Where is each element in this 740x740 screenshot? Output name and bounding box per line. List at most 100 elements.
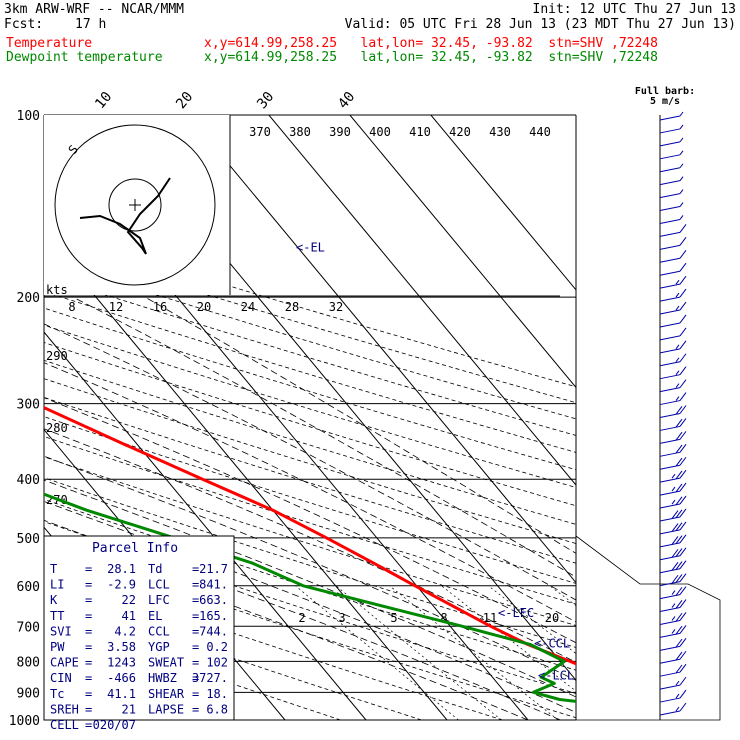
wind-barb <box>659 275 687 289</box>
parcel-key: LAPSE <box>148 702 184 716</box>
wind-barb <box>659 469 687 483</box>
parcel-key: SWEAT <box>148 656 184 670</box>
parcel-value: 165. <box>199 609 228 623</box>
parcel-value: -466 <box>107 671 136 685</box>
parcel-key: CELL <box>50 718 79 732</box>
pressure-tick-label: 600 <box>17 580 40 595</box>
wind-barb <box>659 392 687 406</box>
parcel-equals: = <box>192 656 199 670</box>
wind-barb <box>659 495 687 509</box>
isotherm-line <box>187 115 576 584</box>
hodograph-scale-label: 16 <box>153 300 167 314</box>
wind-barb <box>659 638 687 651</box>
theta-e-label: 290 <box>46 349 68 363</box>
dry-adiabat-line <box>44 396 576 564</box>
init-time: Init: 12 UTC Thu 27 Jun 13 <box>532 2 737 17</box>
dry-adiabat-line <box>44 307 576 471</box>
parcel-equals: = <box>85 640 92 654</box>
mixing-ratio-label: 3 <box>338 611 345 625</box>
valid-time: Valid: 05 UTC Fri 28 Jun 13 (23 MDT Thu … <box>344 17 736 32</box>
wind-barb <box>659 215 684 224</box>
wind-barb <box>659 612 687 625</box>
wind-barb <box>659 340 687 354</box>
isotherm-line <box>268 115 576 486</box>
theta-label: 390 <box>329 125 351 139</box>
pressure-tick-label: 300 <box>17 398 40 413</box>
parcel-equals: = <box>192 687 199 701</box>
parcel-value: 4.2 <box>114 624 136 638</box>
wind-barb <box>659 625 687 638</box>
wind-barb <box>659 586 687 600</box>
wind-barb <box>659 202 684 212</box>
forecast-hour-label: Fcst: <box>4 17 44 32</box>
wind-barb <box>659 702 687 716</box>
wind-barb <box>659 262 687 276</box>
hodograph-scale-label: 8 <box>68 300 75 314</box>
isotherm-line <box>349 115 576 389</box>
dry-adiabat-line <box>44 342 576 507</box>
mixing-ratio-line <box>335 585 502 720</box>
parcel-equals: = <box>85 656 92 670</box>
dry-adiabat-line <box>44 258 576 420</box>
parcel-equals: = <box>192 609 199 623</box>
parcel-equals: = <box>85 702 92 716</box>
parcel-equals: = <box>85 718 92 732</box>
parcel-equals: = <box>192 624 199 638</box>
wind-barb <box>659 379 687 393</box>
parcel-equals: = <box>192 562 199 576</box>
wind-barb <box>659 508 687 522</box>
dewpoint-legend-label: Dewpoint temperature <box>6 50 163 65</box>
hodograph-scale-label: 28 <box>285 300 299 314</box>
parcel-value: 663. <box>199 593 228 607</box>
wind-barb <box>659 418 687 431</box>
theta-label: 440 <box>529 125 551 139</box>
wind-barb <box>659 663 687 677</box>
theta-label: 430 <box>489 125 511 139</box>
wind-barb <box>659 137 684 147</box>
isotherm-label: 20 <box>173 89 196 112</box>
pressure-tick-label: 100 <box>17 109 40 124</box>
parcel-value: 6.8 <box>206 702 228 716</box>
wind-barb <box>659 327 687 341</box>
pressure-tick-label: 1000 <box>9 714 40 729</box>
parcel-equals: = <box>85 687 92 701</box>
barb-bracket <box>575 535 721 721</box>
wind-barb <box>659 176 684 186</box>
hodograph-scale-label: 32 <box>329 300 343 314</box>
parcel-value: 41.1 <box>107 687 136 701</box>
mixing-ratio-label: 11 <box>483 611 497 625</box>
wind-barb <box>659 534 687 548</box>
parcel-info-title: Parcel Info <box>92 541 178 556</box>
parcel-key: CIN <box>50 671 72 685</box>
dewpoint-profile <box>44 492 576 703</box>
parcel-info-panel <box>43 535 235 721</box>
wind-barb <box>659 482 687 496</box>
mixing-ratio-label: 8 <box>440 611 447 625</box>
isotherm-line <box>430 115 576 291</box>
wind-barb <box>659 366 687 380</box>
el-marker: <-EL <box>296 241 325 255</box>
parcel-key: SHEAR <box>148 687 185 701</box>
theta-label: 370 <box>249 125 271 139</box>
theta-label: 410 <box>409 125 431 139</box>
parcel-equals: = <box>192 640 199 654</box>
pressure-tick-label: 800 <box>17 655 40 670</box>
wind-barb <box>659 676 687 690</box>
parcel-key: SREH <box>50 702 79 716</box>
hodograph-scale-label: 12 <box>109 300 123 314</box>
wind-barb <box>659 111 684 121</box>
wind-barb <box>659 288 687 302</box>
theta-label: 380 <box>289 125 311 139</box>
dry-adiabat-line <box>44 477 576 648</box>
wind-barb <box>659 150 684 160</box>
parcel-key: LFC <box>148 593 170 607</box>
wind-barb <box>659 560 687 574</box>
pressure-tick-label: 900 <box>17 686 40 701</box>
parcel-key: K <box>50 593 58 607</box>
temperature-profile <box>44 405 576 666</box>
parcel-key: PW <box>50 640 65 654</box>
isotherm-label: 10 <box>92 89 115 112</box>
hodograph-scale-label: 20 <box>197 300 211 314</box>
hodograph-trace <box>79 177 171 255</box>
